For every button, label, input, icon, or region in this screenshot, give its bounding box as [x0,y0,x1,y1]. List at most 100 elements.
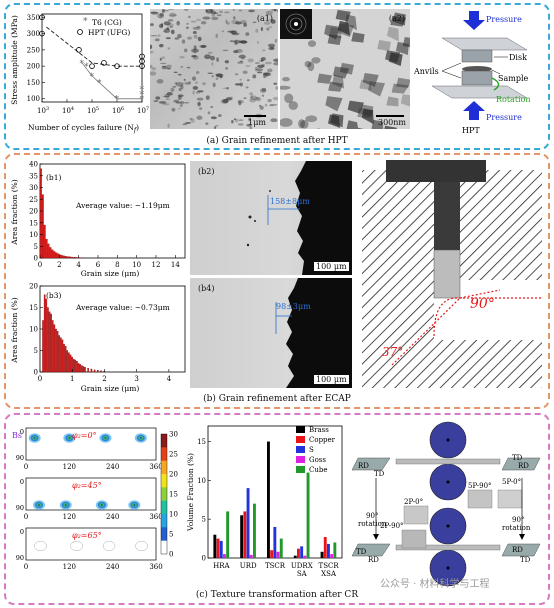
dislocation-spot [184,122,191,124]
dislocation-spot [161,9,165,13]
b3-bar [72,358,75,373]
grain-contrast [346,120,359,129]
ecap-die-diagram: 90° 37° [362,160,542,388]
b3-bar [79,364,81,373]
b1-bar [66,256,69,259]
vf-bar [223,554,226,558]
dislocation-spot [202,16,211,20]
dislocation-spot [205,9,208,13]
dislocation-spot [159,57,162,61]
fatigue-ytick-label: 350 [27,14,40,22]
odf-ytick-label: 0 [20,528,24,536]
colorbar-segment [161,540,167,555]
a1-scale-bar [244,115,266,117]
b1-bar [70,256,73,259]
a2-label: (a2) [388,14,405,23]
dislocation-spot [248,9,255,13]
dislocation-spot [211,75,215,78]
dislocation-spot [191,55,197,58]
colorbar-frame [160,433,168,555]
dislocation-spot [167,19,174,22]
dislocation-spot [196,18,202,21]
dislocation-spot [196,25,201,28]
b3-xtick-label: 1 [70,375,74,383]
vf-bar [216,538,220,558]
fatigue-t6-point: * [97,79,102,89]
grain-contrast [325,96,343,112]
odf-intensity-peak [100,504,103,506]
odf-intensity-peak [33,437,36,439]
dislocation-spot [237,123,244,126]
dislocation-spot [256,71,263,74]
dislocation-spot [166,27,170,30]
b3-bar [42,320,44,373]
rd-label-4: RD [512,546,523,554]
vf-bar [327,544,330,558]
colorbar-segment [161,527,167,542]
grain-contrast [305,115,318,123]
b3-ylabel: Area fraction (%) [10,297,19,364]
b3-bar [87,367,89,373]
vf-category-label: XSA [321,570,337,578]
b1-ytick-label: 20 [29,208,38,216]
dislocation-spot [210,9,214,13]
b4-measure: 98±3μm [276,302,311,311]
dislocation-spot [222,87,228,90]
b1-xtick-label: 14 [171,261,180,269]
fatigue-t6-point: * [80,59,85,69]
rotation-right-text: rotation [502,524,531,532]
dislocation-spot [224,11,230,14]
vf-bar [320,551,324,558]
vf-ytick-label: 10 [197,477,206,485]
b3-bar [51,320,54,373]
dislocation-spot [204,54,211,60]
dislocation-spot [191,48,199,53]
b3-bar [45,298,48,373]
b1-xtick-label: 12 [152,261,161,269]
b2-label: (b2) [198,167,215,176]
b3-xtick-label: 4 [167,375,172,383]
dislocation-spot [259,105,264,110]
dislocation-spot [257,64,265,68]
colorbar-tick-label: 0 [169,551,173,559]
b1-bar [53,251,56,259]
dislocation-spot [202,82,206,86]
odf-phi-label: φ₂=65° [72,531,102,540]
b3-bar [66,350,69,373]
dislocation-spot [174,37,180,40]
rd-label-2: RD [518,462,529,470]
fatigue-hpt-point [89,63,95,69]
grain-contrast [337,20,350,36]
b3-ytick-label: 10 [29,326,38,334]
vf-bar [330,554,334,558]
rd-label-1: RD [358,462,369,470]
a2-scale-bar [376,115,404,117]
dislocation-spot [157,34,161,38]
b1-xtick-label: 0 [38,261,42,269]
odf-phi-label: φ₂=45° [72,481,102,490]
dislocation-spot [262,73,268,78]
b1-bar [64,256,67,259]
grain-contrast [317,73,333,84]
pressure-arrow-top [463,11,485,30]
dislocation-spot [238,119,244,121]
dislocation-spot [261,94,265,97]
odf-intensity-peak [34,540,47,552]
dislocation-spot [169,25,173,28]
sample-5p-90 [467,489,493,509]
watermark: 公众号 · 材料科学与工程 [380,579,490,590]
dislocation-spot [205,95,210,100]
dislocation-spot [267,99,272,103]
sample-5p-0-label: 5P-0° [502,478,521,486]
dislocation-spot [237,61,244,64]
dislocation-spot [274,38,278,43]
dislocation-spot [274,9,277,12]
dislocation-spot [232,9,235,11]
grain-contrast [392,12,406,26]
dislocation-spot [255,62,260,65]
b3-bar [59,337,62,373]
pressure-top-label: Pressure [486,15,522,24]
dislocation-spot [233,50,239,54]
fatigue-ytick-label: 150 [27,79,40,87]
